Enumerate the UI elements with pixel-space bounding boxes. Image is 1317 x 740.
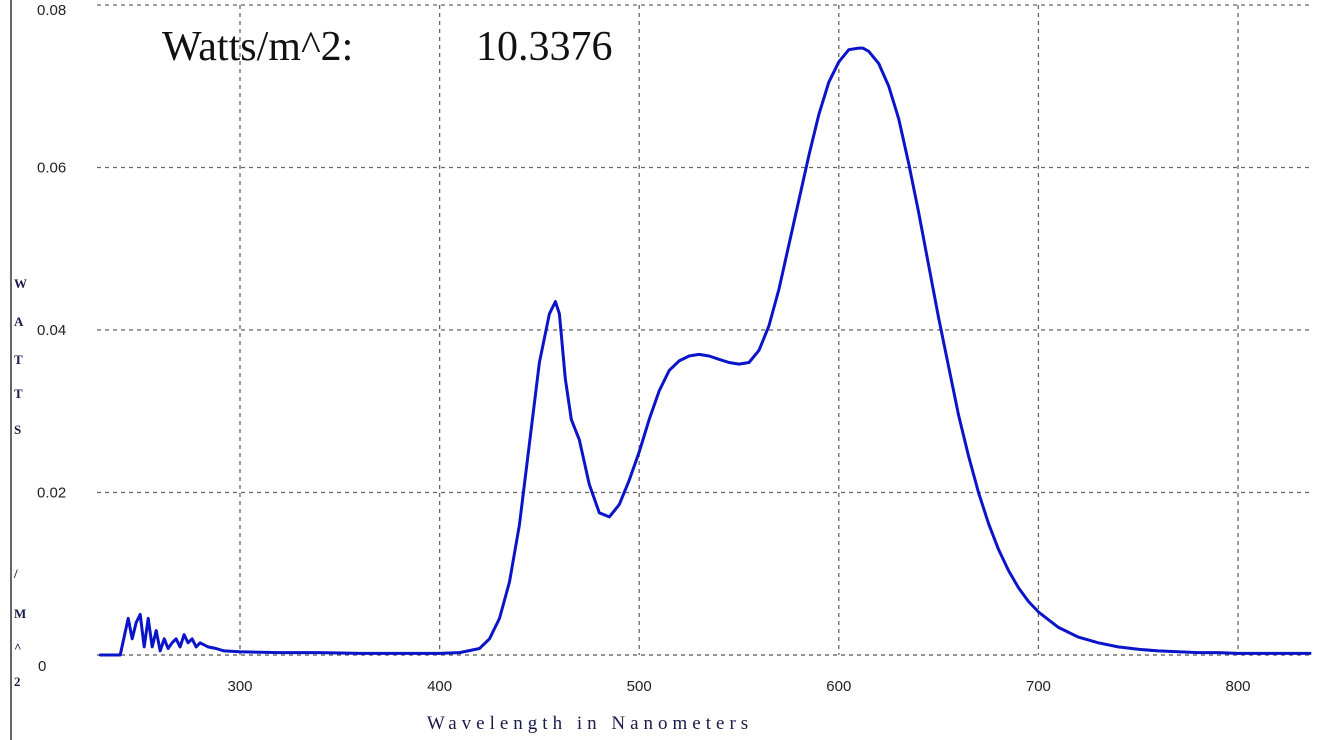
y-axis-label-letter: / <box>13 566 18 581</box>
x-tick-label: 500 <box>627 678 652 695</box>
x-tick-label: 600 <box>826 678 851 695</box>
y-axis-label-letter: A <box>14 314 24 329</box>
x-tick-label: 300 <box>227 678 252 695</box>
y-tick-label: 0 <box>38 658 46 675</box>
y-axis-label-letter: T <box>14 386 23 401</box>
x-tick-label: 700 <box>1026 678 1051 695</box>
y-tick-label: 0.02 <box>37 485 66 502</box>
power-readout-value: 10.3376 <box>476 24 613 70</box>
y-axis-label-letter: S <box>14 422 21 437</box>
y-tick-labels: 0 0.02 0.04 0.06 0.08 <box>37 2 66 675</box>
power-readout-label: Watts/m^2: <box>162 24 353 70</box>
x-axis-label: Wavelength in Nanometers <box>427 713 753 734</box>
x-tick-label: 800 <box>1225 678 1250 695</box>
spectrum-line <box>98 46 1312 657</box>
y-axis-label-letter: ^ <box>14 640 22 655</box>
x-tick-labels: 300 400 500 600 700 800 <box>227 678 1250 695</box>
y-axis-label-letter: W <box>14 276 27 291</box>
y-axis-label-letter: 2 <box>14 674 21 689</box>
x-tick-label: 400 <box>427 678 452 695</box>
y-tick-label: 0.06 <box>37 160 66 177</box>
chart-grid <box>97 4 1310 656</box>
y-tick-label: 0.04 <box>37 322 66 339</box>
y-axis-label: W A T T S / M ^ 2 <box>13 276 27 689</box>
y-axis-label-letter: M <box>14 606 26 621</box>
y-tick-label: 0.08 <box>37 2 66 19</box>
y-axis-label-letter: T <box>14 352 23 367</box>
